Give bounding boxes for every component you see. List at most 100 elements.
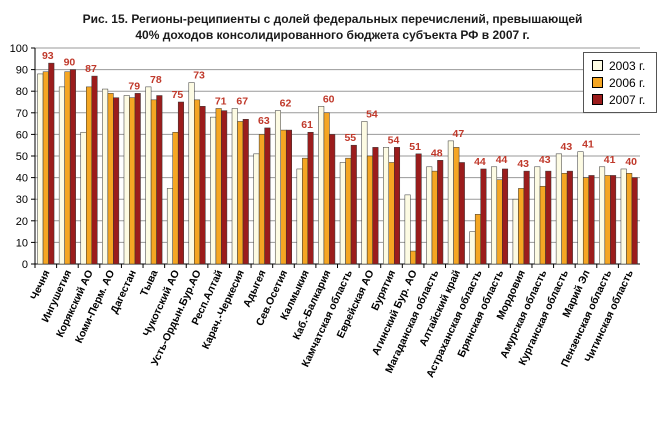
bar-2007 [502,168,509,265]
data-label-2007: 63 [258,115,270,127]
data-label-2007: 51 [409,141,421,153]
bar-2007 [69,69,76,265]
y-tick-label: 20 [16,216,28,228]
bar-2007 [523,170,530,265]
bar-2003 [166,188,173,265]
bar-2007 [631,177,638,265]
data-label-2007: 93 [42,50,54,62]
data-label-2007: 47 [452,128,464,140]
bar-2007 [285,129,292,265]
bar-2003 [599,166,606,265]
bar-2006 [150,99,157,265]
legend-swatch-2006 [592,77,603,88]
data-label-2007: 71 [215,95,227,107]
bar-2006 [410,250,417,265]
data-label-2007: 43 [561,141,573,153]
bar-2006 [215,108,222,265]
bar-2006 [431,170,438,265]
bar-2007 [134,93,141,265]
y-tick-label: 80 [16,86,28,98]
legend-item-2007: 2007 г. [584,91,656,108]
bar-2006 [345,157,352,265]
data-label-2007: 61 [301,119,313,131]
bar-2006 [64,71,71,265]
bar-2006 [302,157,309,265]
bar-2007 [199,106,206,265]
data-label-2007: 90 [64,57,76,69]
bar-2003 [58,86,65,265]
x-tick-label: Тыва [138,268,161,298]
bar-2003 [253,153,260,265]
bar-2006 [474,214,481,265]
bar-2007 [177,101,184,265]
chart-title-line-2: 40% доходов консолидированного бюджета с… [135,28,530,42]
bar-2003 [274,110,281,265]
bar-2006 [561,173,568,265]
bar-2006 [626,173,633,265]
bar-2003 [534,166,541,265]
bar-2003 [37,73,44,265]
y-tick-label: 50 [16,151,28,163]
legend-label-2006: 2006 г. [609,75,646,90]
y-tick-label: 40 [16,173,28,185]
y-tick-label: 10 [16,237,28,249]
bar-2007 [545,170,552,265]
bar-2006 [172,131,179,265]
legend-swatch-2007 [592,94,603,105]
y-tick-label: 70 [16,108,28,120]
bar-2006 [388,162,395,265]
data-label-2007: 55 [344,132,356,144]
bar-2006 [453,147,460,265]
bar-2003 [577,151,584,265]
bar-2003 [145,86,152,265]
bar-2003 [447,140,454,265]
bar-2007 [307,131,314,265]
bar-2007 [242,119,249,265]
data-label-2007: 54 [366,108,378,120]
data-label-2007: 44 [496,154,508,166]
bar-2007 [113,97,120,265]
bar-2006 [107,93,114,265]
y-tick-label: 90 [16,65,28,77]
data-label-2007: 60 [323,93,335,105]
bar-2007 [610,175,617,265]
bar-2003 [339,162,346,265]
bar-2003 [188,82,195,265]
bar-2006 [237,121,244,265]
data-label-2007: 48 [431,147,443,159]
bar-2003 [555,153,562,265]
legend-label-2003: 2003 г. [609,58,646,73]
bar-2003 [361,121,368,265]
bar-2007 [350,144,357,265]
bar-2003 [469,231,476,265]
bar-2006 [582,177,589,265]
bar-2003 [231,108,238,265]
bar-2007 [566,170,573,265]
data-label-2007: 62 [280,98,292,110]
y-tick-label: 30 [16,194,28,206]
chart-title-line-1: Рис. 15. Регионы-реципиенты с долей феде… [82,12,583,26]
bar-2007 [48,62,55,265]
bar-2003 [102,88,109,265]
y-tick-label: 60 [16,129,28,141]
bar-2006 [604,175,611,265]
bar-2007 [588,175,595,265]
data-label-2007: 43 [539,154,551,166]
bar-2003 [318,106,325,265]
bar-2007 [91,75,98,265]
bar-2006 [539,185,546,265]
data-label-2007: 79 [128,80,140,92]
bar-2003 [80,131,87,265]
data-label-2007: 73 [193,70,205,82]
y-tick-label: 100 [10,43,28,55]
bar-2006 [496,179,503,265]
bar-2006 [42,71,49,265]
bar-2007 [264,127,271,265]
bar-2006 [258,134,265,265]
data-label-2007: 40 [625,156,637,168]
bar-2003 [404,194,411,265]
y-tick-label: 0 [22,259,28,271]
bar-2006 [518,188,525,265]
legend-item-2003: 2003 г. [584,57,656,74]
